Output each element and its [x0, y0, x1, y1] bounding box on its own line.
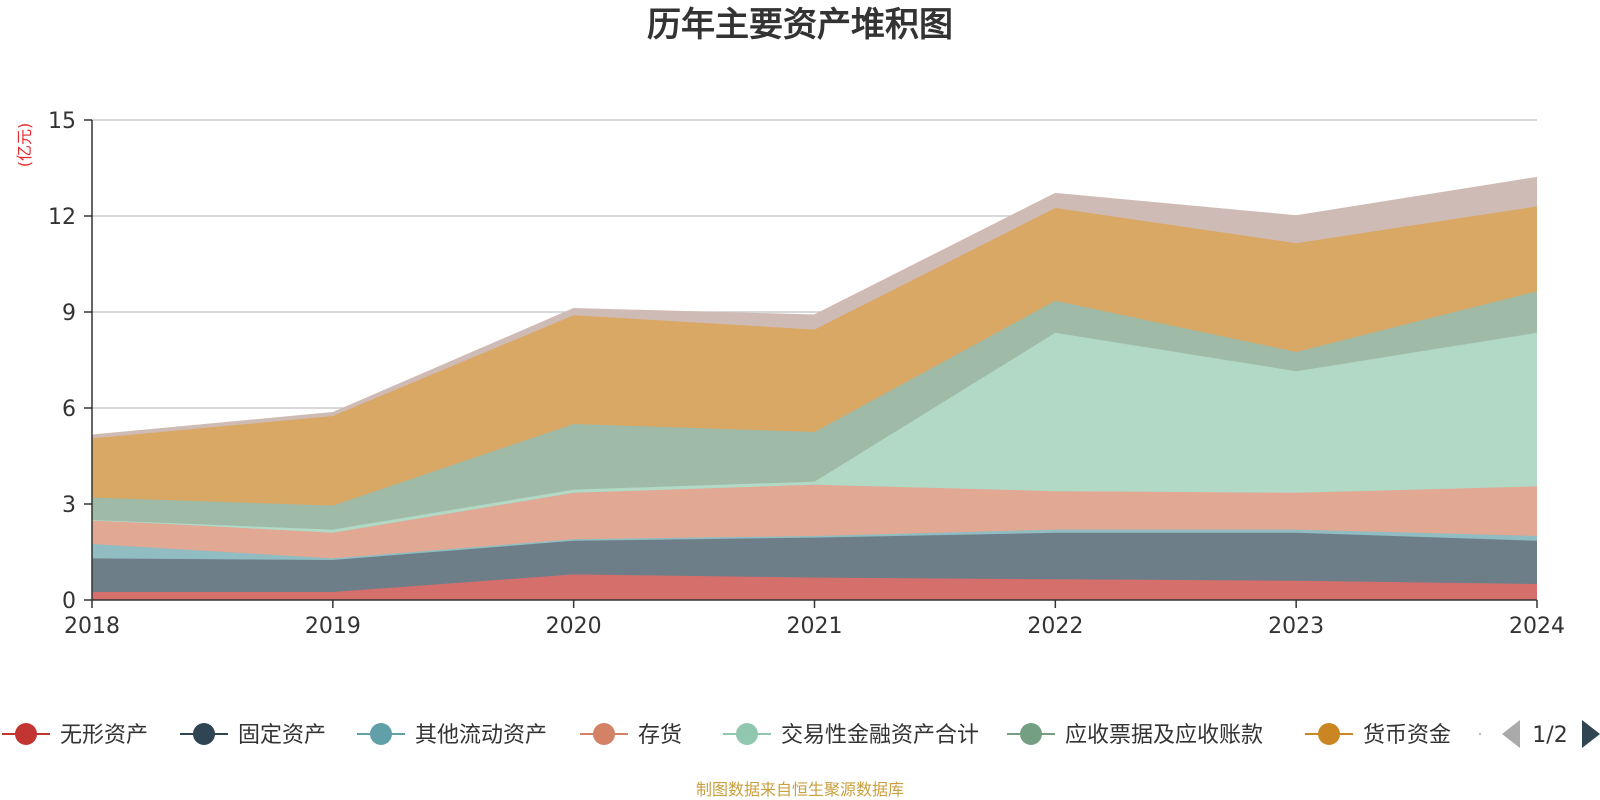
legend-marker [736, 723, 758, 745]
y-tick-label: 12 [48, 205, 76, 230]
area-series-6 [92, 206, 1537, 506]
x-tick-label: 2024 [1509, 614, 1565, 639]
stacked-areas [91, 176, 1538, 600]
y-tick-label: 15 [48, 109, 76, 134]
chart-title: 历年主要资产堆积图 [647, 5, 953, 45]
y-tick-label: 0 [62, 589, 76, 614]
legend-item-label: 存货 [638, 723, 682, 748]
legend-item-label: 交易性金融资产合计 [781, 723, 979, 748]
legend-item-label: 应收票据及应收账款 [1065, 723, 1263, 748]
data-source-note: 制图数据来自恒生聚源数据库 [696, 780, 904, 799]
legend-overflow-dot [1478, 732, 1482, 736]
triangle-right-icon[interactable] [1582, 720, 1600, 748]
y-tick-label: 9 [62, 301, 76, 326]
legend-item-label: 无形资产 [60, 723, 148, 748]
legend-marker [1318, 723, 1340, 745]
x-tick-label: 2019 [305, 614, 361, 639]
area-series-4 [92, 332, 1537, 533]
y-tick-label: 3 [62, 493, 76, 518]
x-tick-label: 2023 [1268, 614, 1324, 639]
area-series-0 [92, 574, 1537, 600]
legend-marker [193, 723, 215, 745]
area-series-7 [92, 177, 1537, 439]
legend-marker [370, 723, 392, 745]
y-tick-label: 6 [62, 397, 76, 422]
legend-item-label: 货币资金 [1363, 723, 1451, 748]
legend-item-label: 其他流动资产 [415, 723, 547, 748]
y-axis-unit: (亿元) [15, 123, 34, 168]
legend-pager: 1/2 [1502, 720, 1600, 748]
legend-marker [593, 723, 615, 745]
x-tick-label: 2018 [64, 614, 120, 639]
triangle-left-icon[interactable] [1502, 720, 1520, 748]
legend-marker [1020, 723, 1042, 745]
legend-item-label: 固定资产 [238, 723, 326, 748]
area-edge-7 [91, 176, 1538, 436]
legend-page-indicator: 1/2 [1532, 723, 1567, 748]
area-series-1 [92, 532, 1537, 592]
axes: 0 3 6 9 12 15 2018 2019 2020 2021 2022 2023 2024 [48, 109, 1565, 639]
x-tick-label: 2022 [1027, 614, 1083, 639]
x-tick-label: 2021 [787, 614, 843, 639]
legend: 无形资产 固定资产 其他流动资产 存货 交易性金融资产合计 应收票据及应收账款 货币资金 [2, 723, 1482, 748]
area-series-3 [92, 484, 1537, 559]
legend-marker [15, 723, 37, 745]
x-tick-label: 2020 [546, 614, 602, 639]
area-series-5 [92, 291, 1537, 530]
